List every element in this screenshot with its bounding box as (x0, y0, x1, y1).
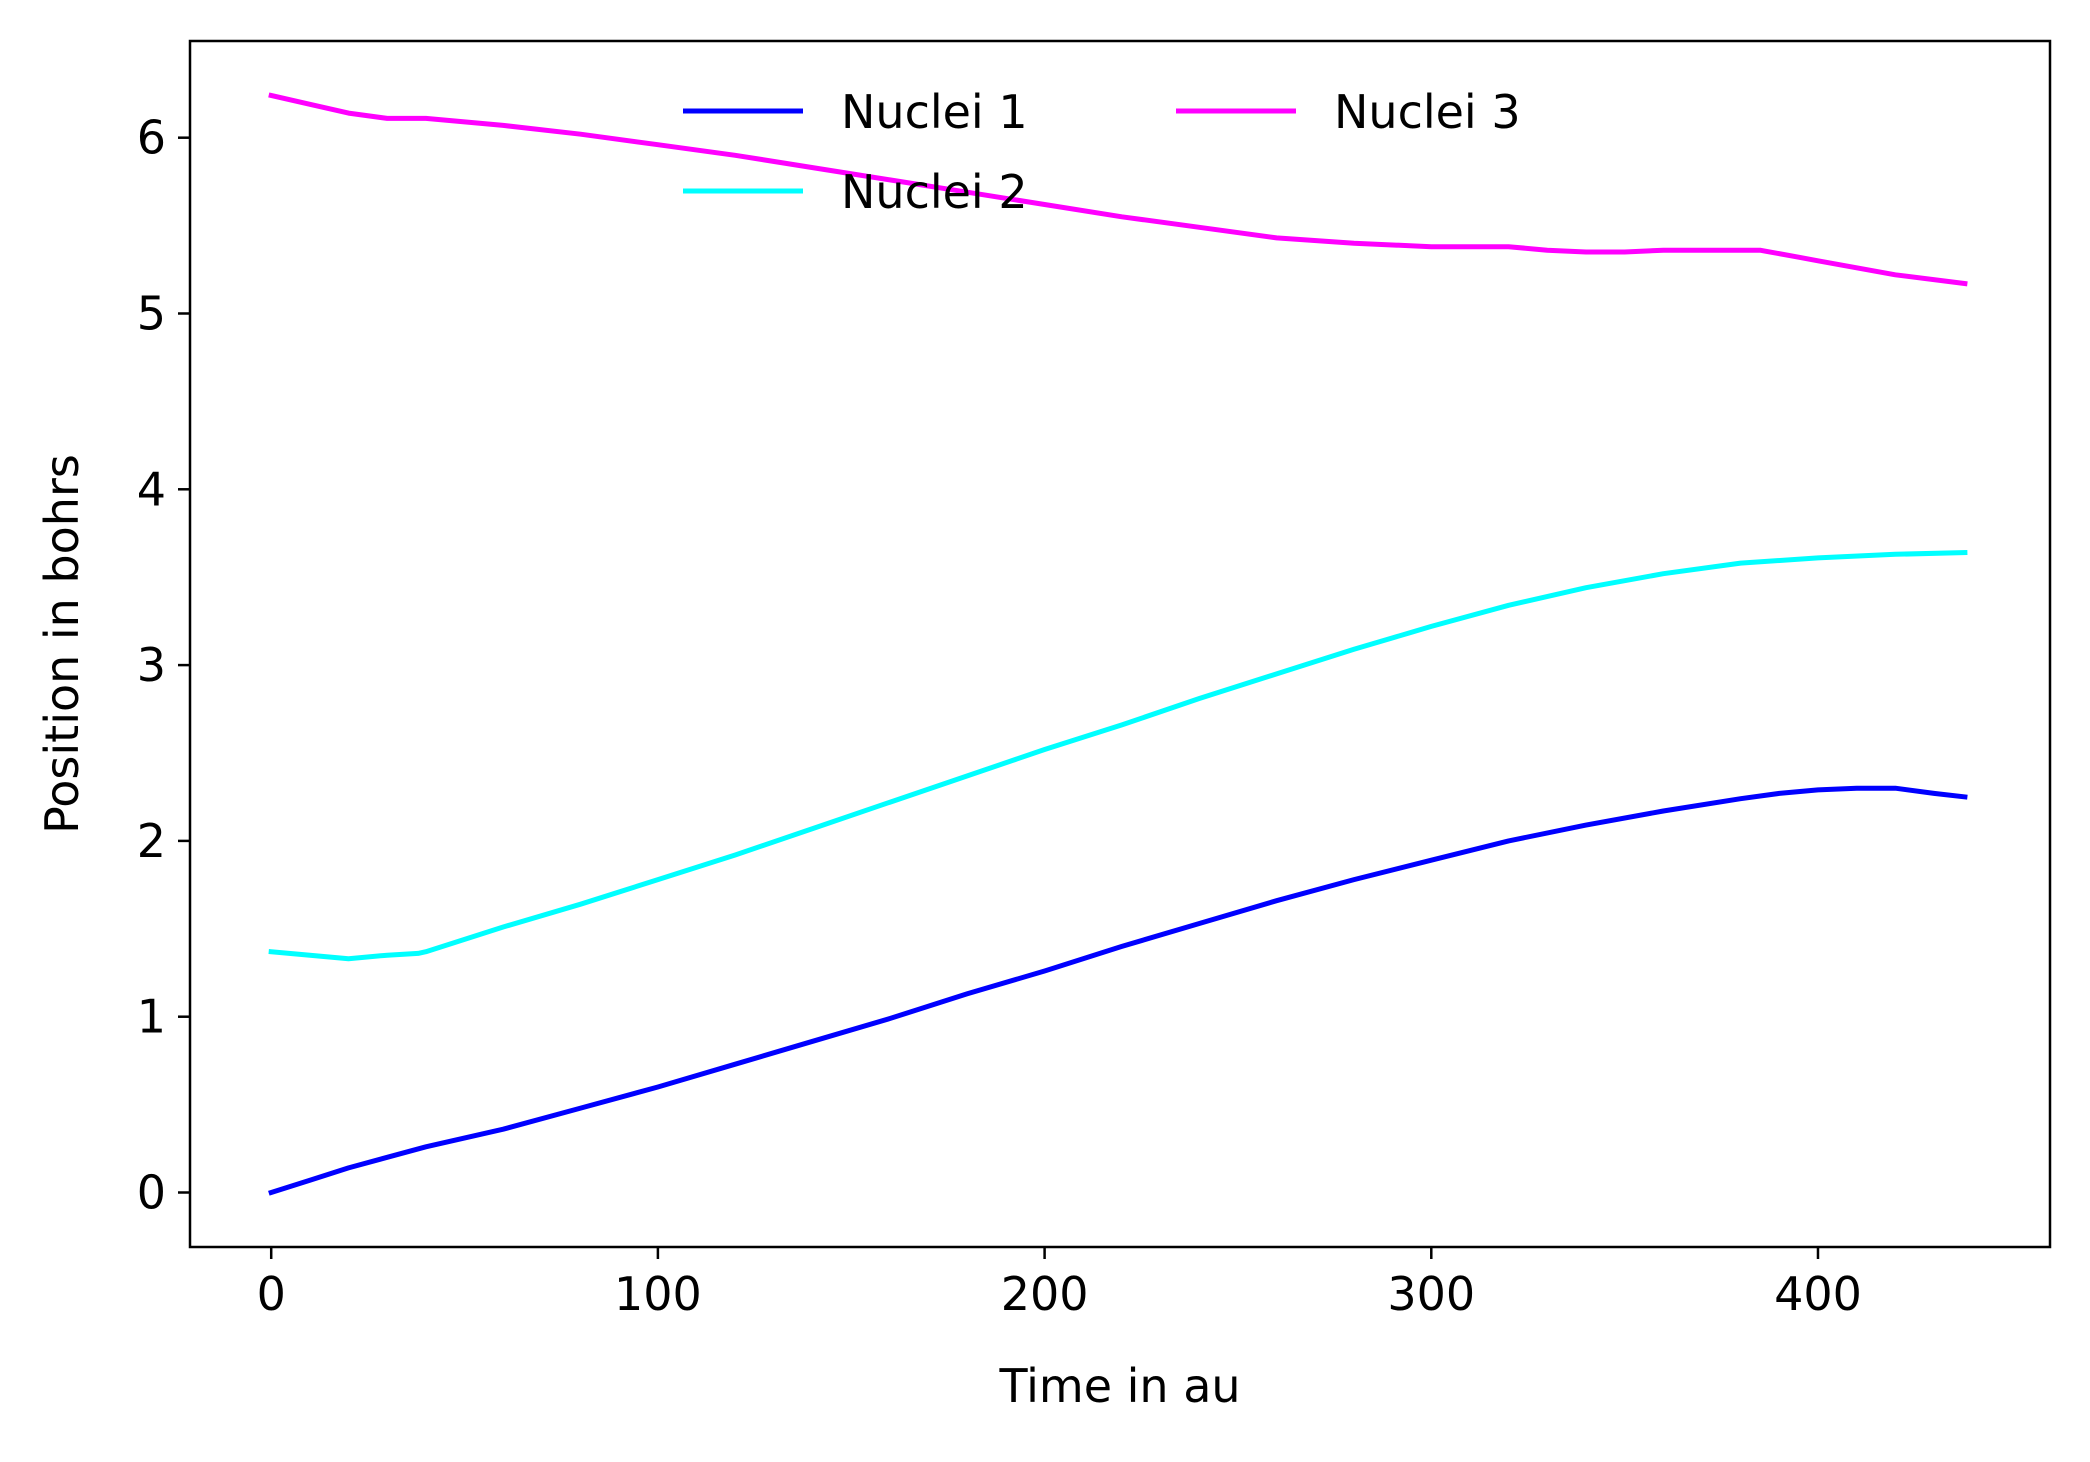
legend: Nuclei 1 Nuclei 2 Nuclei 3 (683, 85, 1521, 219)
series-line-2 (268, 550, 1968, 962)
y-tick-label: 0 (137, 1166, 166, 1220)
y-tick-label: 3 (137, 638, 166, 692)
series-layer (268, 92, 1968, 1196)
y-axis-label: Position in bohrs (35, 454, 89, 834)
x-axis-ticks: 0 100 200 300 400 (257, 1247, 1862, 1321)
legend-label-1: Nuclei 1 (841, 85, 1028, 139)
series-line-1 (268, 785, 1968, 1196)
y-tick-label: 2 (137, 814, 166, 868)
x-tick-label: 300 (1387, 1267, 1475, 1321)
legend-label-3: Nuclei 3 (1334, 85, 1521, 139)
y-tick-label: 5 (137, 286, 166, 340)
y-tick-label: 6 (137, 111, 166, 165)
legend-label-2: Nuclei 2 (841, 165, 1028, 219)
x-tick-label: 400 (1774, 1267, 1862, 1321)
y-axis-ticks: 0 1 2 3 4 5 6 (137, 111, 190, 1220)
y-tick-label: 4 (137, 462, 166, 516)
x-tick-label: 100 (614, 1267, 702, 1321)
x-tick-label: 200 (1001, 1267, 1089, 1321)
x-axis-label: Time in au (998, 1359, 1240, 1413)
y-tick-label: 1 (137, 990, 166, 1044)
plot-frame (188, 39, 2052, 1249)
series-line-3 (268, 92, 1968, 287)
x-tick-label: 0 (257, 1267, 286, 1321)
